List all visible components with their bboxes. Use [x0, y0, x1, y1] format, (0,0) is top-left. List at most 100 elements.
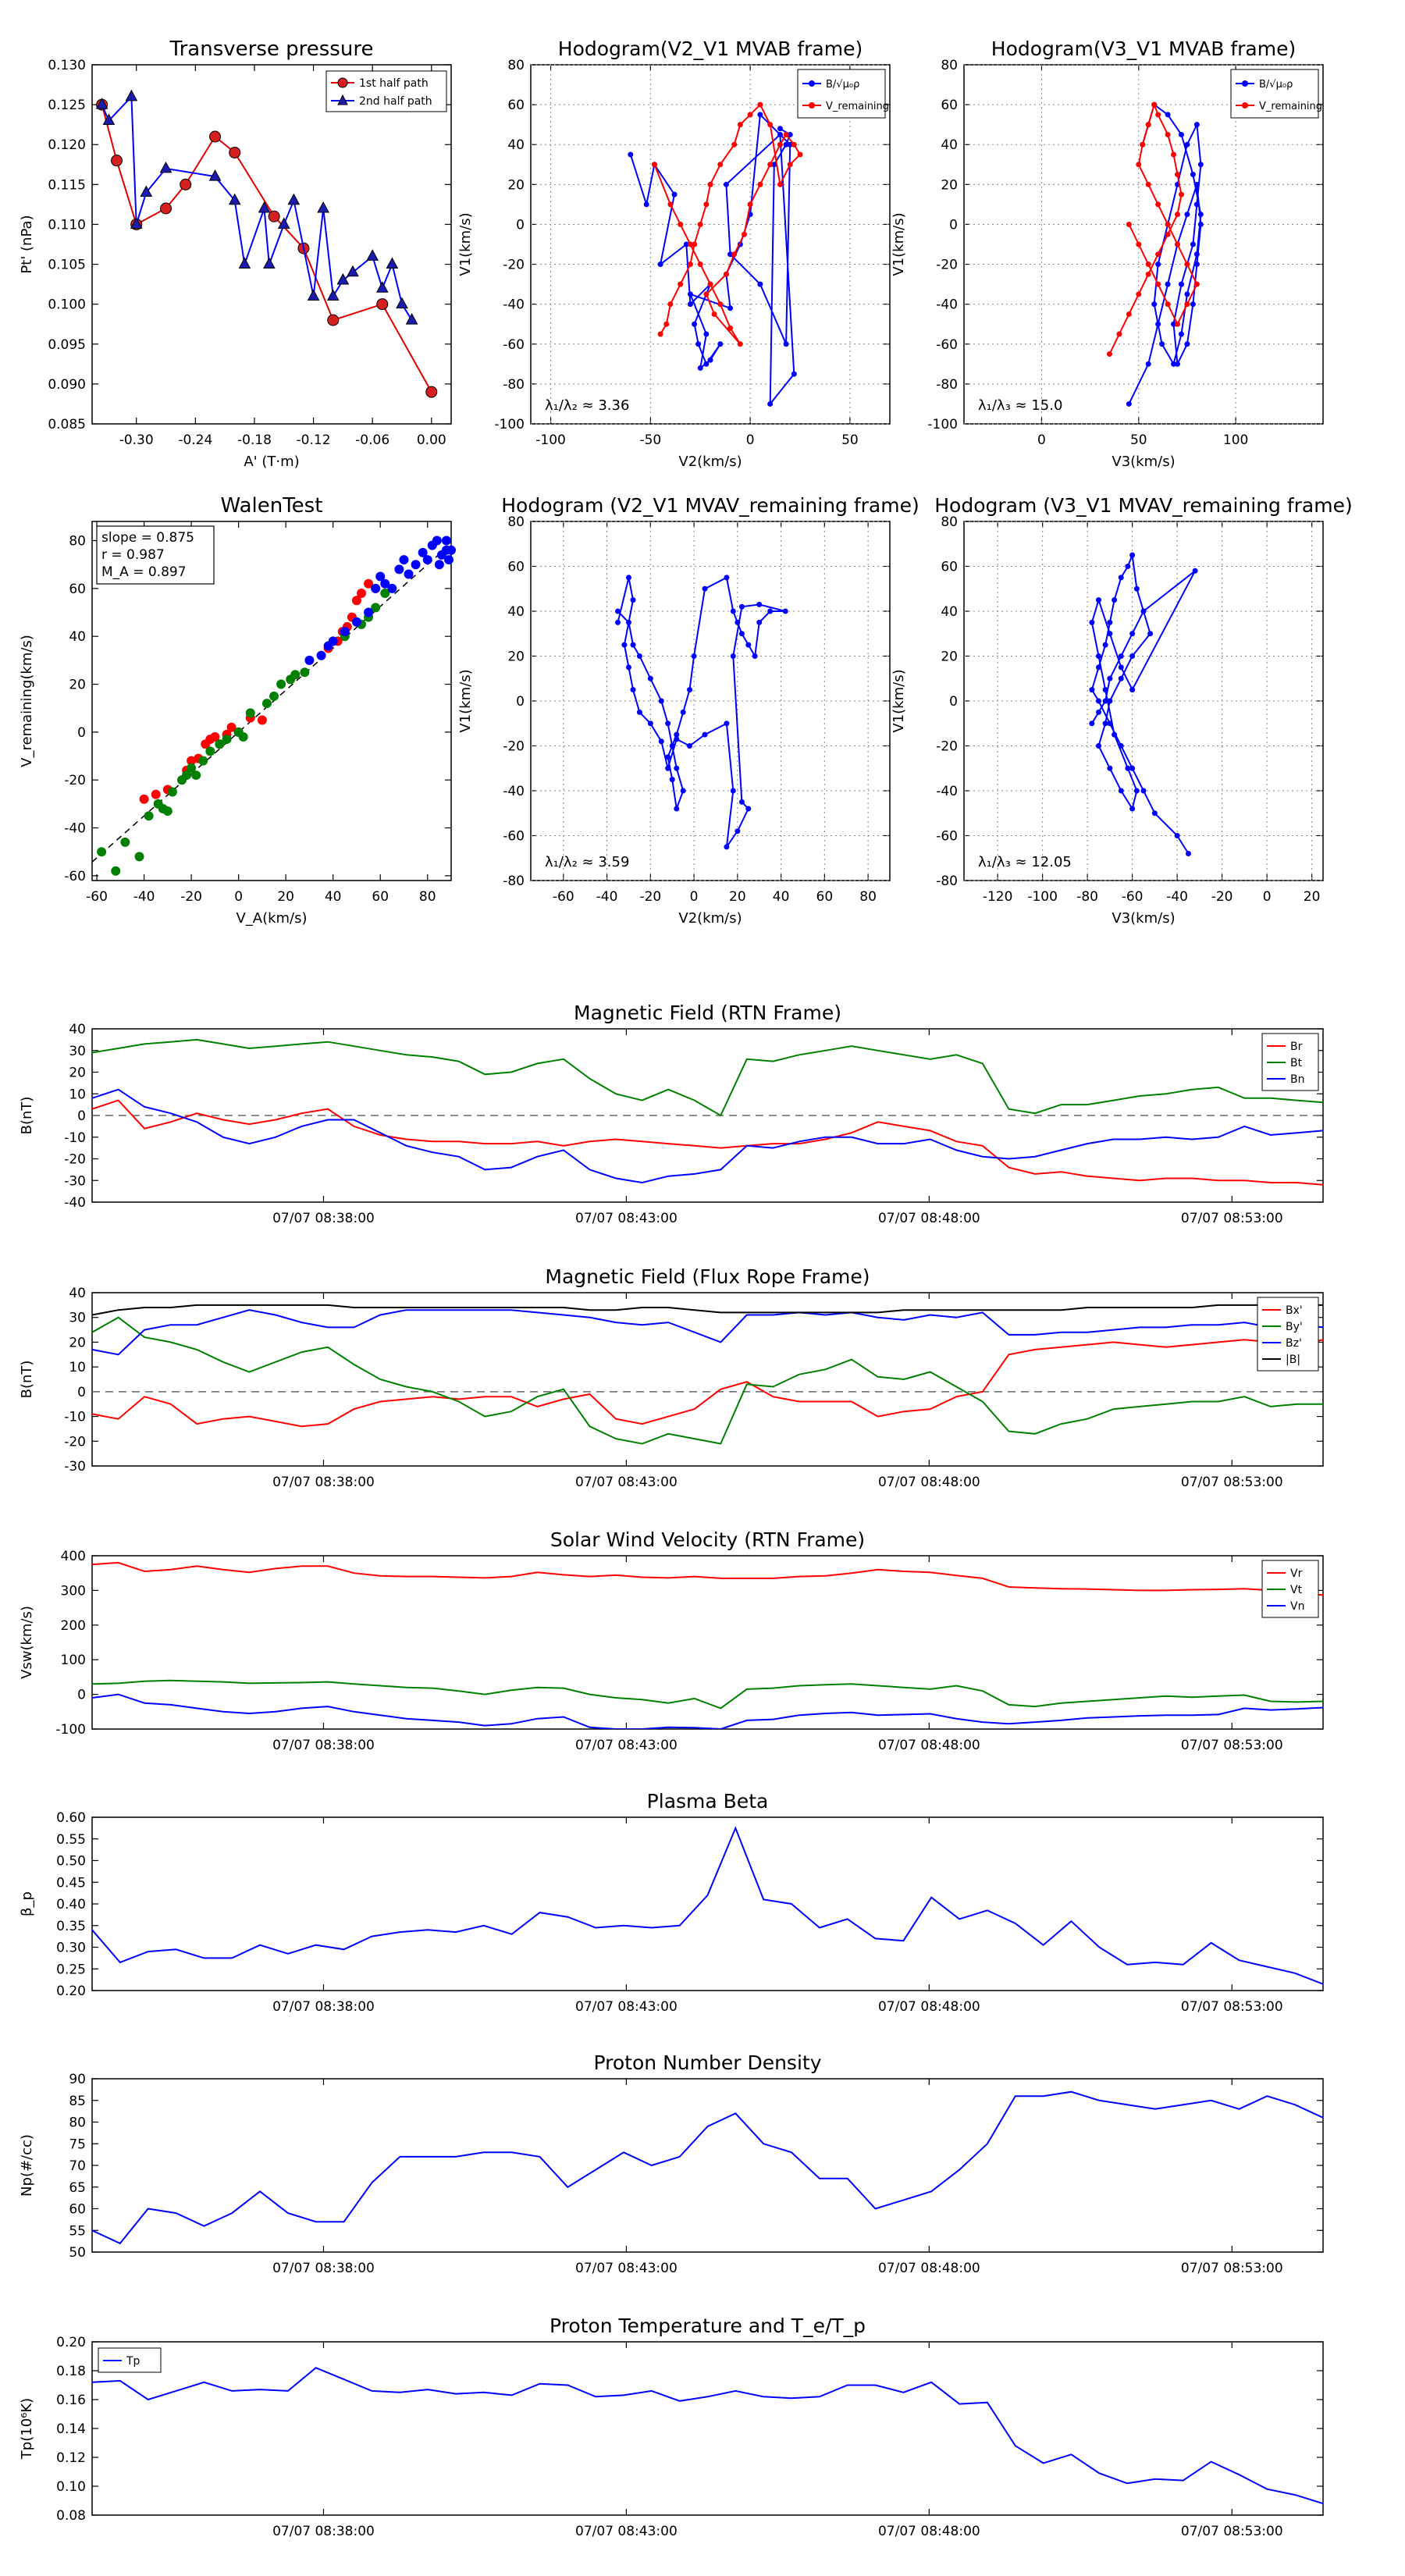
hodogram-v2-v1-mvav-point — [691, 653, 697, 659]
solar-wind-velocity-ytick-label: 300 — [61, 1583, 86, 1599]
magnetic-field-flux-rope-title: Magnetic Field (Flux Rope Frame) — [545, 1265, 870, 1288]
proton-temperature-ytick-label: 0.18 — [56, 2364, 86, 2379]
walen-test-xtick-label: -40 — [133, 889, 155, 905]
walen-test-ytick-label: 60 — [69, 582, 86, 597]
hodogram-v3-v1-mvav-point — [1096, 653, 1101, 659]
plasma-beta-series-beta — [92, 1826, 1323, 1985]
hodogram-v2-v1-mvab-point — [783, 141, 789, 148]
walen-test-point-green — [371, 603, 381, 613]
walen-test-point-green — [245, 708, 255, 718]
hodogram-v3-v1-mvab-ytick-label: -100 — [927, 417, 958, 432]
magnetic-field-rtn-ytick-label: -20 — [64, 1152, 86, 1168]
magnetic-field-flux-rope-series-Bz — [92, 1309, 1323, 1356]
hodogram-v2-v1-mvav-point — [745, 806, 752, 812]
hodogram-v3-v1-mvab-point — [1155, 262, 1161, 268]
magnetic-field-rtn-ytick-label: 40 — [69, 1022, 86, 1037]
walen-test-point-red — [151, 789, 161, 799]
hodogram-v3-v1-mvav-point — [1129, 552, 1136, 558]
walen-test-chart: WalenTest 80 60 40 20 0 -20 -40 -60-60 -40 -20 0 20 4… — [19, 494, 456, 927]
hodogram-v3-v1-mvav-ytick-label: 20 — [941, 649, 958, 665]
walen-test-point-green — [144, 811, 154, 821]
magnetic-field-flux-rope-ytick-label: 40 — [69, 1286, 86, 1301]
hodogram-v3-v1-mvab-point — [1136, 241, 1142, 247]
hodogram-v2-v1-mvav-point — [738, 799, 745, 805]
hodogram-v2-v1-mvav-point — [735, 619, 741, 625]
hodogram-v3-v1-mvab-point — [1193, 201, 1200, 208]
hodogram-v2-v1-mvab-point — [787, 162, 793, 168]
transverse-pressure-point-2nd — [405, 313, 418, 325]
hodogram-v3-v1-mvab-point — [1159, 341, 1165, 347]
hodogram-v2-v1-mvab-ratio-annotation: λ₁/λ₂ ≈ 3.36 — [545, 397, 629, 414]
hodogram-v2-v1-mvav-point — [636, 653, 642, 659]
hodogram-v2-v1-mvab-point — [667, 201, 674, 208]
hodogram-v2-v1-mvab-ytick-label: 80 — [507, 58, 525, 73]
walen-test-point-green — [290, 670, 301, 680]
plasma-beta-ytick-label: 0.35 — [56, 1919, 86, 1934]
walen-test-point-green — [198, 756, 208, 766]
transverse-pressure-legend-marker — [337, 77, 348, 88]
hodogram-v2-v1-mvab-point — [723, 271, 729, 277]
hodogram-v3-v1-mvab-series-0 — [1128, 103, 1202, 404]
hodogram-v2-v1-mvab-point — [727, 325, 734, 331]
hodogram-v2-v1-mvab-point — [703, 361, 710, 367]
magnetic-field-rtn-ytick-label: 30 — [69, 1044, 86, 1059]
hodogram-v2-v1-mvav-point — [724, 844, 730, 850]
walen-test-point-blue — [340, 627, 350, 637]
walen-test-point-blue — [446, 545, 456, 555]
hodogram-v2-v1-mvav-ylabel: V1(km/s) — [457, 669, 474, 732]
transverse-pressure-legend-label: 1st half path — [359, 77, 429, 90]
hodogram-v2-v1-mvab-ytick-label: 40 — [507, 137, 525, 153]
proton-density-ytick-label: 75 — [69, 2137, 86, 2152]
magnetic-field-flux-rope-series-B — [92, 1304, 1323, 1316]
magnetic-field-rtn-legend-label: Br — [1290, 1041, 1303, 1053]
hodogram-v3-v1-mvav-point — [1186, 851, 1191, 856]
hodogram-v3-v1-mvab-ytick-label: -40 — [936, 297, 958, 313]
hodogram-v3-v1-mvab-point — [1145, 262, 1151, 268]
proton-temperature-ytick-label: 0.10 — [56, 2479, 86, 2495]
plasma-beta-ytick-label: 0.60 — [56, 1810, 86, 1826]
hodogram-v3-v1-mvab-point — [1184, 341, 1190, 347]
transverse-pressure-point-2nd — [336, 272, 350, 285]
hodogram-v3-v1-mvav-point — [1133, 788, 1140, 794]
hodogram-v2-v1-mvav-point — [724, 720, 730, 727]
hodogram-v2-v1-mvab-point — [707, 181, 713, 187]
hodogram-v2-v1-mvab-point — [678, 281, 684, 287]
hodogram-v3-v1-mvab-point — [1171, 151, 1177, 158]
transverse-pressure-xtick-label: -0.30 — [119, 432, 154, 448]
hodogram-v3-v1-mvab-point — [1190, 241, 1196, 247]
hodogram-v3-v1-mvav-ytick-label: 0 — [949, 694, 958, 710]
magnetic-field-rtn-xtick-label: 07/07 08:48:00 — [878, 1211, 980, 1226]
proton-density-ytick-label: 70 — [69, 2158, 86, 2174]
transverse-pressure-ylabel: Pt' (nPa) — [19, 215, 35, 273]
hodogram-v3-v1-mvav-ytick-label: 40 — [941, 604, 958, 620]
transverse-pressure-point-2nd — [140, 185, 153, 197]
walen-test-xlabel: V_A(km/s) — [236, 910, 307, 927]
hodogram-v2-v1-mvab-point — [697, 221, 703, 227]
hodogram-v2-v1-mvab-point — [651, 162, 657, 168]
magnetic-field-flux-rope-ytick-label: -10 — [64, 1410, 86, 1425]
hodogram-v2-v1-mvav-point — [680, 709, 686, 715]
hodogram-v3-v1-mvav-xtick-label: -60 — [1122, 889, 1144, 905]
hodogram-v3-v1-mvab-frame — [963, 64, 1324, 425]
solar-wind-velocity-ytick-label: 0 — [77, 1688, 86, 1703]
hodogram-v3-v1-mvav-point — [1140, 608, 1147, 614]
hodogram-v2-v1-mvav-point — [658, 738, 664, 745]
transverse-pressure-chart: Transverse pressure 0.085 0.090 0.095 0.100 0… — [19, 37, 452, 470]
hodogram-v2-v1-mvab-ylabel: V1(km/s) — [457, 212, 474, 276]
walen-test-xtick-label: -60 — [86, 889, 108, 905]
transverse-pressure-line-1st — [101, 104, 432, 393]
hodogram-v3-v1-mvab-point — [1197, 212, 1204, 218]
transverse-pressure-point-2nd — [326, 289, 340, 301]
hodogram-v3-v1-mvab-point — [1171, 321, 1177, 327]
magnetic-field-flux-rope-plot-area — [92, 1304, 1323, 1445]
hodogram-v3-v1-mvav-point — [1089, 720, 1095, 727]
walen-test-point-green — [238, 732, 248, 742]
hodogram-v2-v1-mvav-point — [665, 754, 671, 760]
hodogram-v2-v1-mvav-point — [665, 765, 671, 771]
hodogram-v2-v1-mvab-point — [741, 231, 747, 237]
hodogram-v3-v1-mvav-ytick-label: -40 — [936, 784, 958, 799]
transverse-pressure-point-2nd — [159, 161, 173, 173]
hodogram-v2-v1-mvav-point — [730, 608, 736, 614]
hodogram-v3-v1-mvab-point — [1178, 331, 1184, 337]
solar-wind-velocity-xtick-label: 07/07 08:43:00 — [575, 1738, 678, 1753]
